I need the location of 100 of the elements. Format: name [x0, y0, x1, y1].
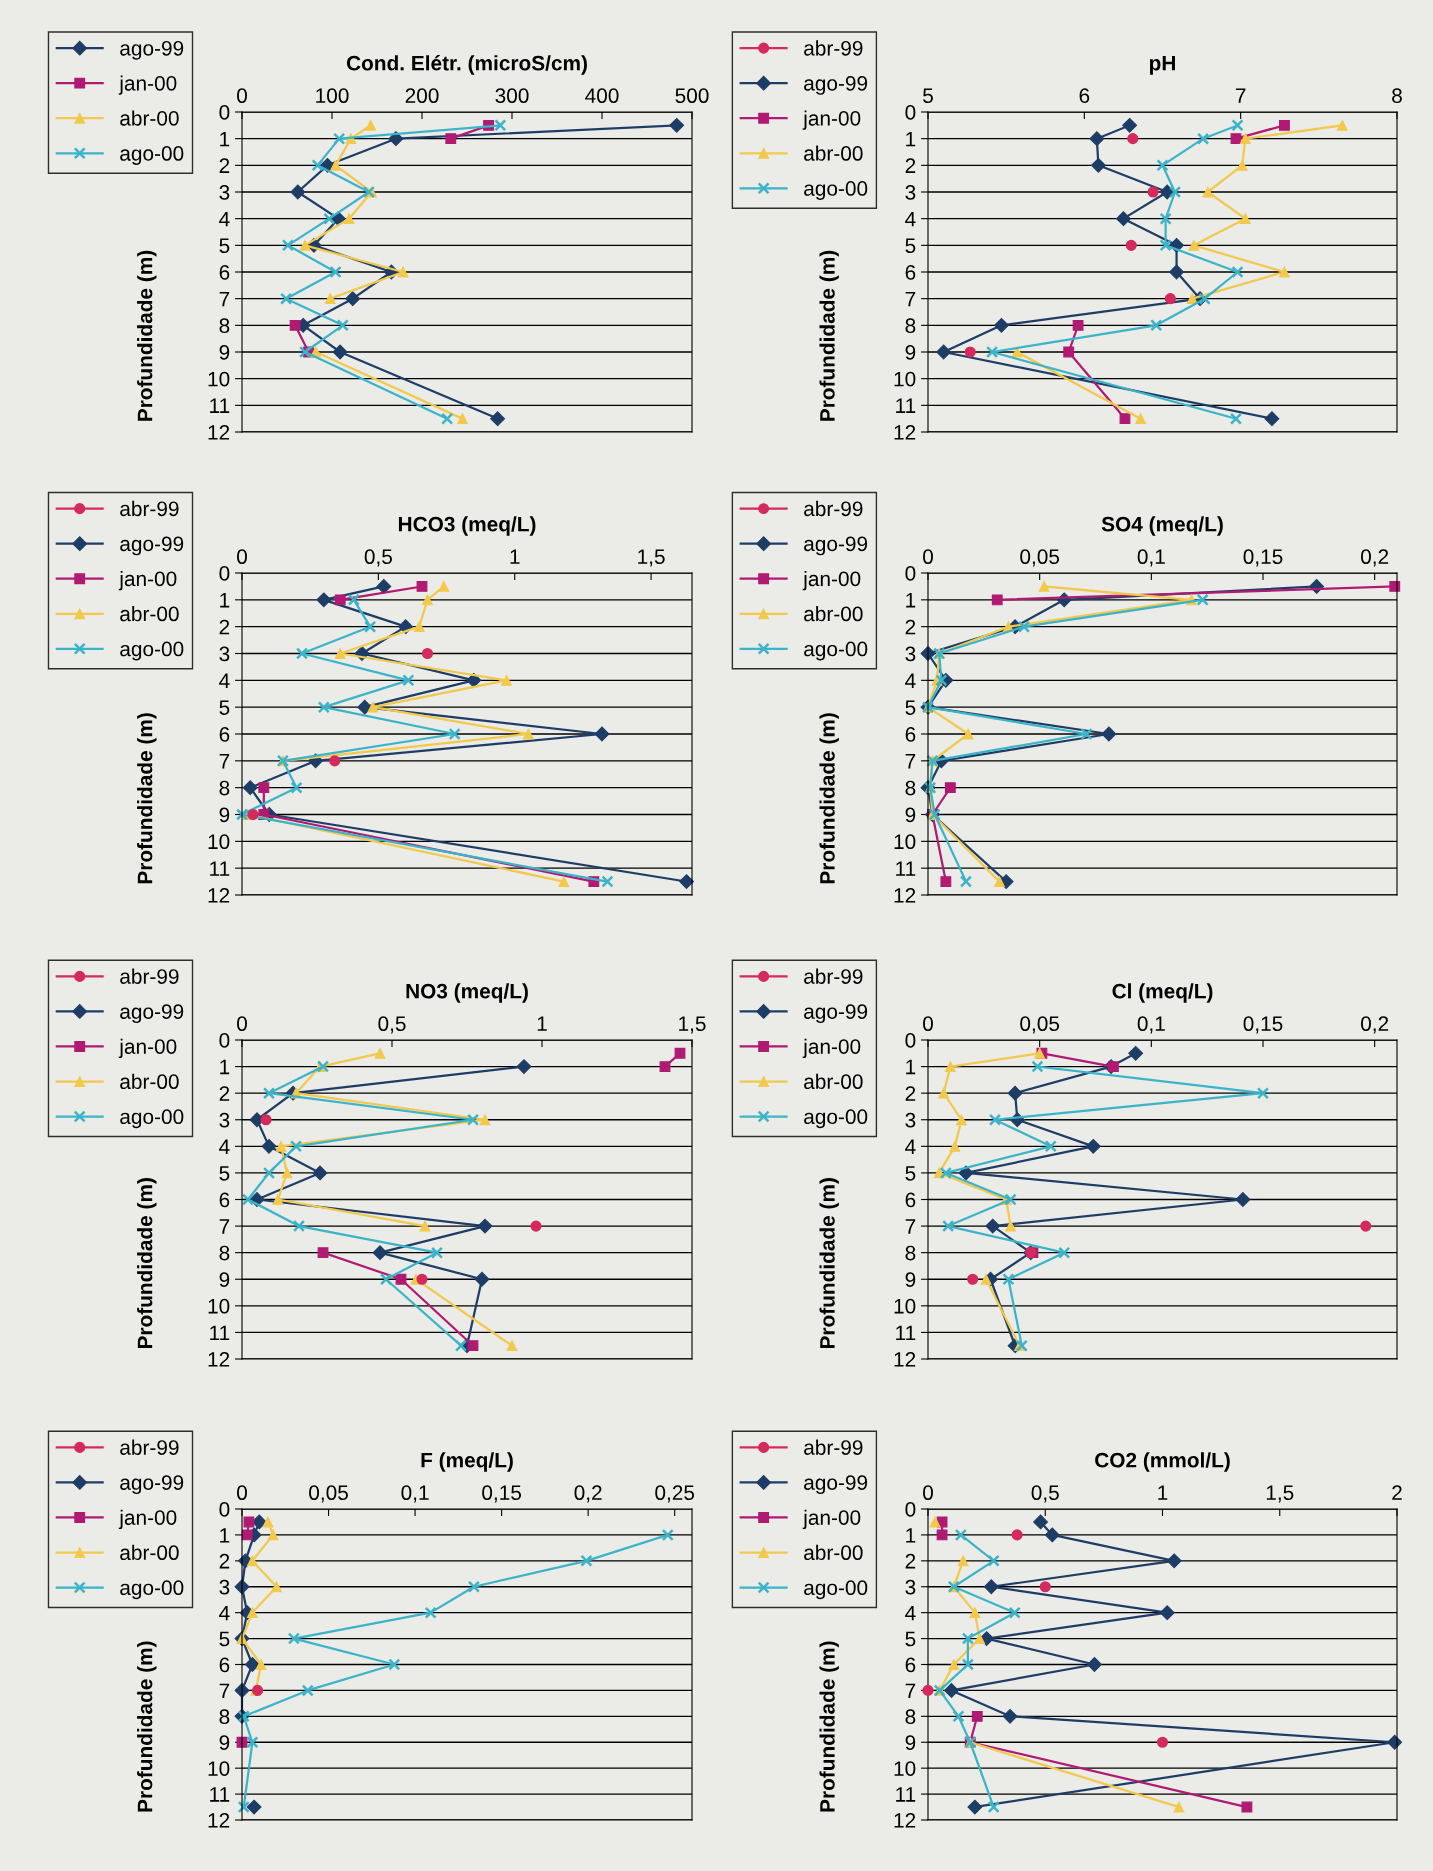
legend-label: abr-00 — [804, 145, 863, 161]
legend-label: ago-99 — [804, 75, 868, 95]
x-tick-label: 0,1 — [1137, 549, 1165, 567]
x-tick-label: 0,05 — [309, 1485, 348, 1503]
y-tick-label: 12 — [894, 888, 916, 903]
legend-label: ago-00 — [804, 1580, 868, 1600]
chart-title: NO3 (meq/L) — [406, 983, 528, 1003]
chart-title: Cl (meq/L) — [1112, 983, 1213, 1003]
chart-title: pH — [1149, 56, 1175, 75]
y-tick-label: 11 — [210, 861, 230, 876]
y-tick-label: 2 — [219, 1553, 230, 1569]
chart-title: SO4 (meq/L) — [1101, 516, 1223, 536]
y-tick-label: 6 — [905, 727, 916, 742]
legend-label: ago-00 — [120, 146, 184, 165]
y-tick-label: 5 — [905, 1631, 916, 1647]
legend-label: jan-00 — [118, 75, 177, 95]
y-tick-label: 0 — [219, 1502, 230, 1517]
x-tick-label: 1,5 — [638, 549, 665, 567]
legend-label: ago-00 — [804, 641, 868, 661]
legend-label: ago-00 — [804, 181, 868, 200]
y-tick-label: 12 — [894, 425, 916, 440]
legend-label: ago-99 — [120, 536, 184, 556]
y-tick-label: 4 — [219, 1605, 230, 1621]
x-tick-label: 2 — [1392, 1485, 1402, 1500]
y-tick-label: 9 — [905, 807, 916, 823]
y-tick-label: 8 — [905, 1709, 916, 1725]
y-tick-label: 0 — [219, 1033, 230, 1048]
y-tick-label: 12 — [208, 1813, 230, 1828]
legend-label: abr-00 — [120, 1073, 179, 1090]
y-tick-label: 2 — [905, 158, 916, 173]
y-tick-label: 11 — [896, 398, 916, 413]
y-tick-label: 8 — [905, 318, 916, 334]
y-tick-label: 10 — [894, 371, 916, 387]
legend-label: ago-99 — [804, 1004, 868, 1024]
y-tick-label: 12 — [208, 888, 230, 903]
y-axis-title: Profundidade (m) — [137, 250, 157, 421]
legend-label: abr-00 — [120, 605, 179, 622]
y-tick-label: 10 — [894, 1298, 916, 1314]
legend-label: jan-00 — [802, 110, 861, 130]
legend-label: ago-99 — [804, 536, 868, 556]
x-tick-label: 0,15 — [1243, 1016, 1283, 1034]
y-tick-label: 1 — [220, 131, 230, 147]
legend-label: abr-99 — [804, 968, 863, 984]
y-tick-label: 8 — [219, 1245, 230, 1261]
x-tick-label: 0,15 — [1243, 549, 1283, 567]
y-tick-label: 3 — [219, 646, 230, 662]
y-tick-label: 10 — [894, 834, 916, 850]
x-tick-label: 7 — [1235, 88, 1246, 103]
x-tick-label: 0,15 — [482, 1485, 522, 1503]
chart-title: F (meq/L) — [421, 1452, 513, 1472]
x-tick-label: 0,1 — [401, 1485, 429, 1503]
y-tick-label: 11 — [896, 1787, 916, 1802]
y-tick-label: 0 — [905, 1033, 916, 1048]
x-tick-label: 100 — [316, 88, 349, 104]
y-tick-label: 11 — [210, 1787, 230, 1802]
y-tick-label: 5 — [219, 1631, 230, 1647]
x-tick-label: 6 — [1079, 88, 1090, 104]
legend-label: abr-00 — [120, 1544, 179, 1561]
legend-label: abr-99 — [120, 1439, 179, 1455]
y-tick-label: 3 — [905, 1579, 916, 1595]
y-tick-label: 9 — [905, 1272, 916, 1287]
y-tick-label: 3 — [905, 185, 916, 200]
y-tick-label: 1 — [220, 1059, 230, 1075]
legend-label: ago-00 — [120, 1109, 184, 1129]
x-tick-label: 0 — [237, 549, 247, 565]
y-axis-title: Profundidade (m) — [819, 250, 839, 421]
y-tick-label: 2 — [219, 619, 230, 635]
legend-label: abr-99 — [120, 968, 179, 984]
y-tick-label: 7 — [219, 1683, 230, 1698]
y-tick-label: 1 — [906, 131, 916, 147]
y-tick-label: 1 — [906, 593, 916, 608]
x-tick-label: 0,5 — [364, 549, 392, 567]
y-tick-label: 8 — [905, 780, 916, 796]
y-tick-label: 8 — [219, 780, 230, 796]
x-tick-label: 0,5 — [378, 1016, 406, 1034]
chart-title: HCO3 (meq/L) — [398, 516, 536, 536]
y-tick-label: 0 — [219, 105, 230, 120]
y-tick-label: 1 — [220, 593, 230, 608]
legend-label: ago-00 — [120, 1580, 184, 1600]
y-tick-label: 5 — [219, 1166, 230, 1181]
x-tick-label: 1,5 — [679, 1016, 706, 1034]
y-tick-label: 5 — [905, 238, 916, 254]
y-tick-label: 0 — [905, 1502, 916, 1517]
y-tick-label: 2 — [219, 1086, 230, 1101]
legend-label: ago-00 — [120, 641, 184, 661]
x-tick-label: 0,1 — [1137, 1016, 1165, 1034]
y-tick-label: 6 — [905, 1657, 916, 1673]
y-tick-label: 5 — [905, 700, 916, 715]
y-tick-label: 3 — [219, 1112, 230, 1128]
y-tick-label: 9 — [219, 345, 230, 360]
x-tick-label: 0,2 — [1361, 549, 1389, 567]
y-tick-label: 4 — [219, 211, 230, 227]
y-tick-label: 4 — [219, 1139, 230, 1154]
y-tick-label: 10 — [208, 1298, 230, 1314]
legend-label: jan-00 — [802, 1038, 861, 1059]
y-tick-label: 9 — [219, 1735, 230, 1750]
y-tick-label: 3 — [219, 185, 230, 200]
y-tick-label: 6 — [219, 1657, 230, 1673]
y-tick-label: 6 — [219, 727, 230, 742]
y-tick-label: 2 — [905, 1553, 916, 1569]
